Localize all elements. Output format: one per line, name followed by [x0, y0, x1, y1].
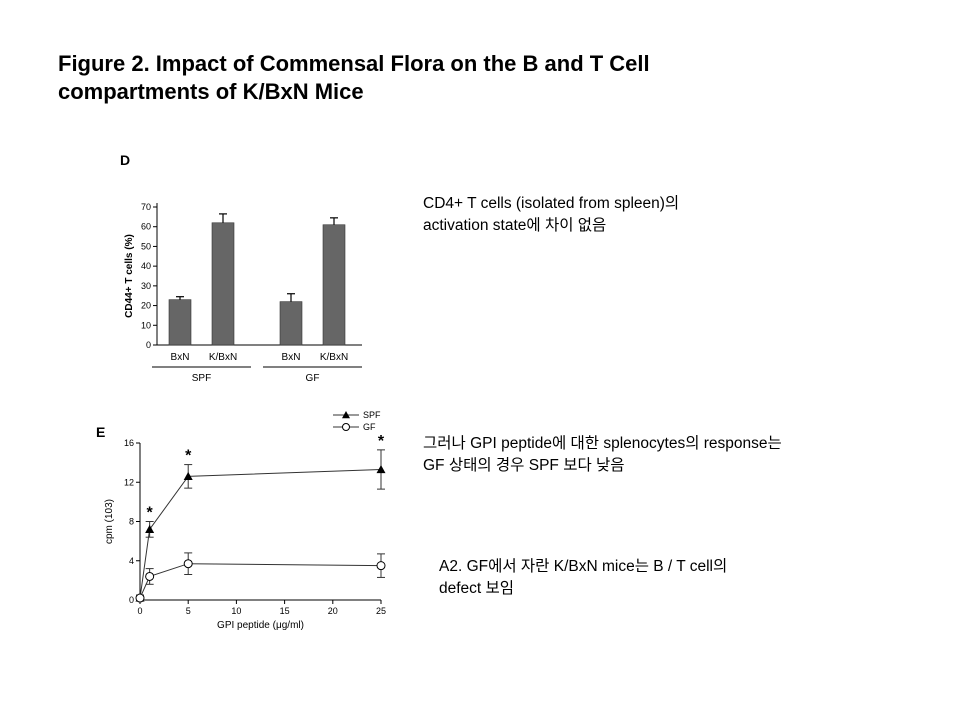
x-category-label: BxN — [171, 352, 190, 363]
y-tick-label: 0 — [146, 340, 151, 350]
y-tick-label: 40 — [141, 261, 151, 271]
bar — [279, 301, 303, 346]
y-tick-label: 8 — [129, 517, 134, 527]
x-tick-label: 0 — [137, 606, 142, 616]
x-tick-label: 20 — [328, 606, 338, 616]
figure-title-line-1: Figure 2. Impact of Commensal Flora on t… — [58, 51, 650, 76]
y-tick-label: 20 — [141, 301, 151, 311]
y-tick-label: 50 — [141, 241, 151, 251]
data-point-spf — [376, 464, 386, 474]
y-tick-label: 10 — [141, 320, 151, 330]
group-label: SPF — [192, 373, 211, 384]
annotation-line: activation state에 차이 없음 — [423, 217, 607, 234]
significance-marker: * — [185, 448, 192, 465]
group-label: GF — [306, 373, 320, 384]
figure-title-line-2: compartments of K/BxN Mice — [58, 79, 364, 104]
x-tick-label: 25 — [376, 606, 386, 616]
annotation-line: defect 보임 — [439, 580, 515, 597]
significance-marker: * — [378, 433, 385, 450]
series-line-gf — [139, 563, 382, 599]
y-tick-label: 4 — [129, 556, 134, 566]
x-tick-label: 5 — [186, 606, 191, 616]
x-axis-label: GPI peptide (μg/ml) — [217, 620, 304, 631]
annotation-line: 그러나 GPI peptide에 대한 splenocytes의 respons… — [423, 435, 782, 452]
data-point-gf — [376, 561, 386, 571]
x-tick-label: 15 — [280, 606, 290, 616]
data-point-gf — [135, 593, 145, 603]
x-tick-label: 10 — [231, 606, 241, 616]
panel-label: E — [96, 424, 105, 440]
y-axis-label: cpm (103) — [104, 499, 115, 544]
figure-title: Figure 2. Impact of Commensal Flora on t… — [58, 50, 918, 106]
annotation-note-1: CD4+ T cells (isolated from spleen)의 act… — [423, 193, 679, 237]
y-tick-label: 70 — [141, 202, 151, 212]
annotation-line: A2. GF에서 자란 K/BxN mice는 B / T cell의 — [439, 558, 728, 575]
legend-label: GF — [363, 422, 376, 432]
y-tick-label: 30 — [141, 281, 151, 291]
x-category-label: K/BxN — [209, 352, 237, 363]
panel-e-line-chart: E 0 4 8 12 16 0 5 10 15 20 25 GPI peptide (μg/ml) cpm… — [96, 410, 386, 631]
bar — [211, 222, 235, 346]
data-point-gf — [183, 559, 193, 569]
data-point-spf — [183, 471, 193, 480]
legend-marker-spf — [342, 411, 350, 419]
annotation-note-2: 그러나 GPI peptide에 대한 splenocytes의 respons… — [423, 433, 782, 477]
y-tick-label: 0 — [129, 595, 134, 605]
x-category-label: BxN — [282, 352, 301, 363]
series-line-spf — [139, 468, 382, 599]
data-point-spf — [145, 524, 155, 533]
y-tick-label: 16 — [124, 438, 134, 448]
y-tick-label: 12 — [124, 477, 134, 487]
bar — [322, 224, 346, 346]
annotation-line: CD4+ T cells (isolated from spleen)의 — [423, 195, 680, 212]
bar — [168, 299, 192, 346]
annotation-line: GF 상태의 경우 SPF 보다 낮음 — [423, 457, 625, 474]
data-point-gf — [145, 571, 155, 581]
legend-marker-gf — [342, 423, 350, 431]
y-axis-label: CD44+ T cells (%) — [124, 234, 135, 318]
panel-label: D — [120, 152, 130, 168]
x-category-label: K/BxN — [320, 352, 348, 363]
significance-marker: * — [147, 505, 154, 522]
annotation-note-3: A2. GF에서 자란 K/BxN mice는 B / T cell의 defe… — [439, 556, 727, 600]
legend-label: SPF — [363, 410, 381, 420]
y-tick-label: 60 — [141, 222, 151, 232]
panel-d-bar-chart: D 0 10 20 30 40 50 60 70 CD44+ T cells (%) BxN K/Bx… — [120, 152, 362, 384]
